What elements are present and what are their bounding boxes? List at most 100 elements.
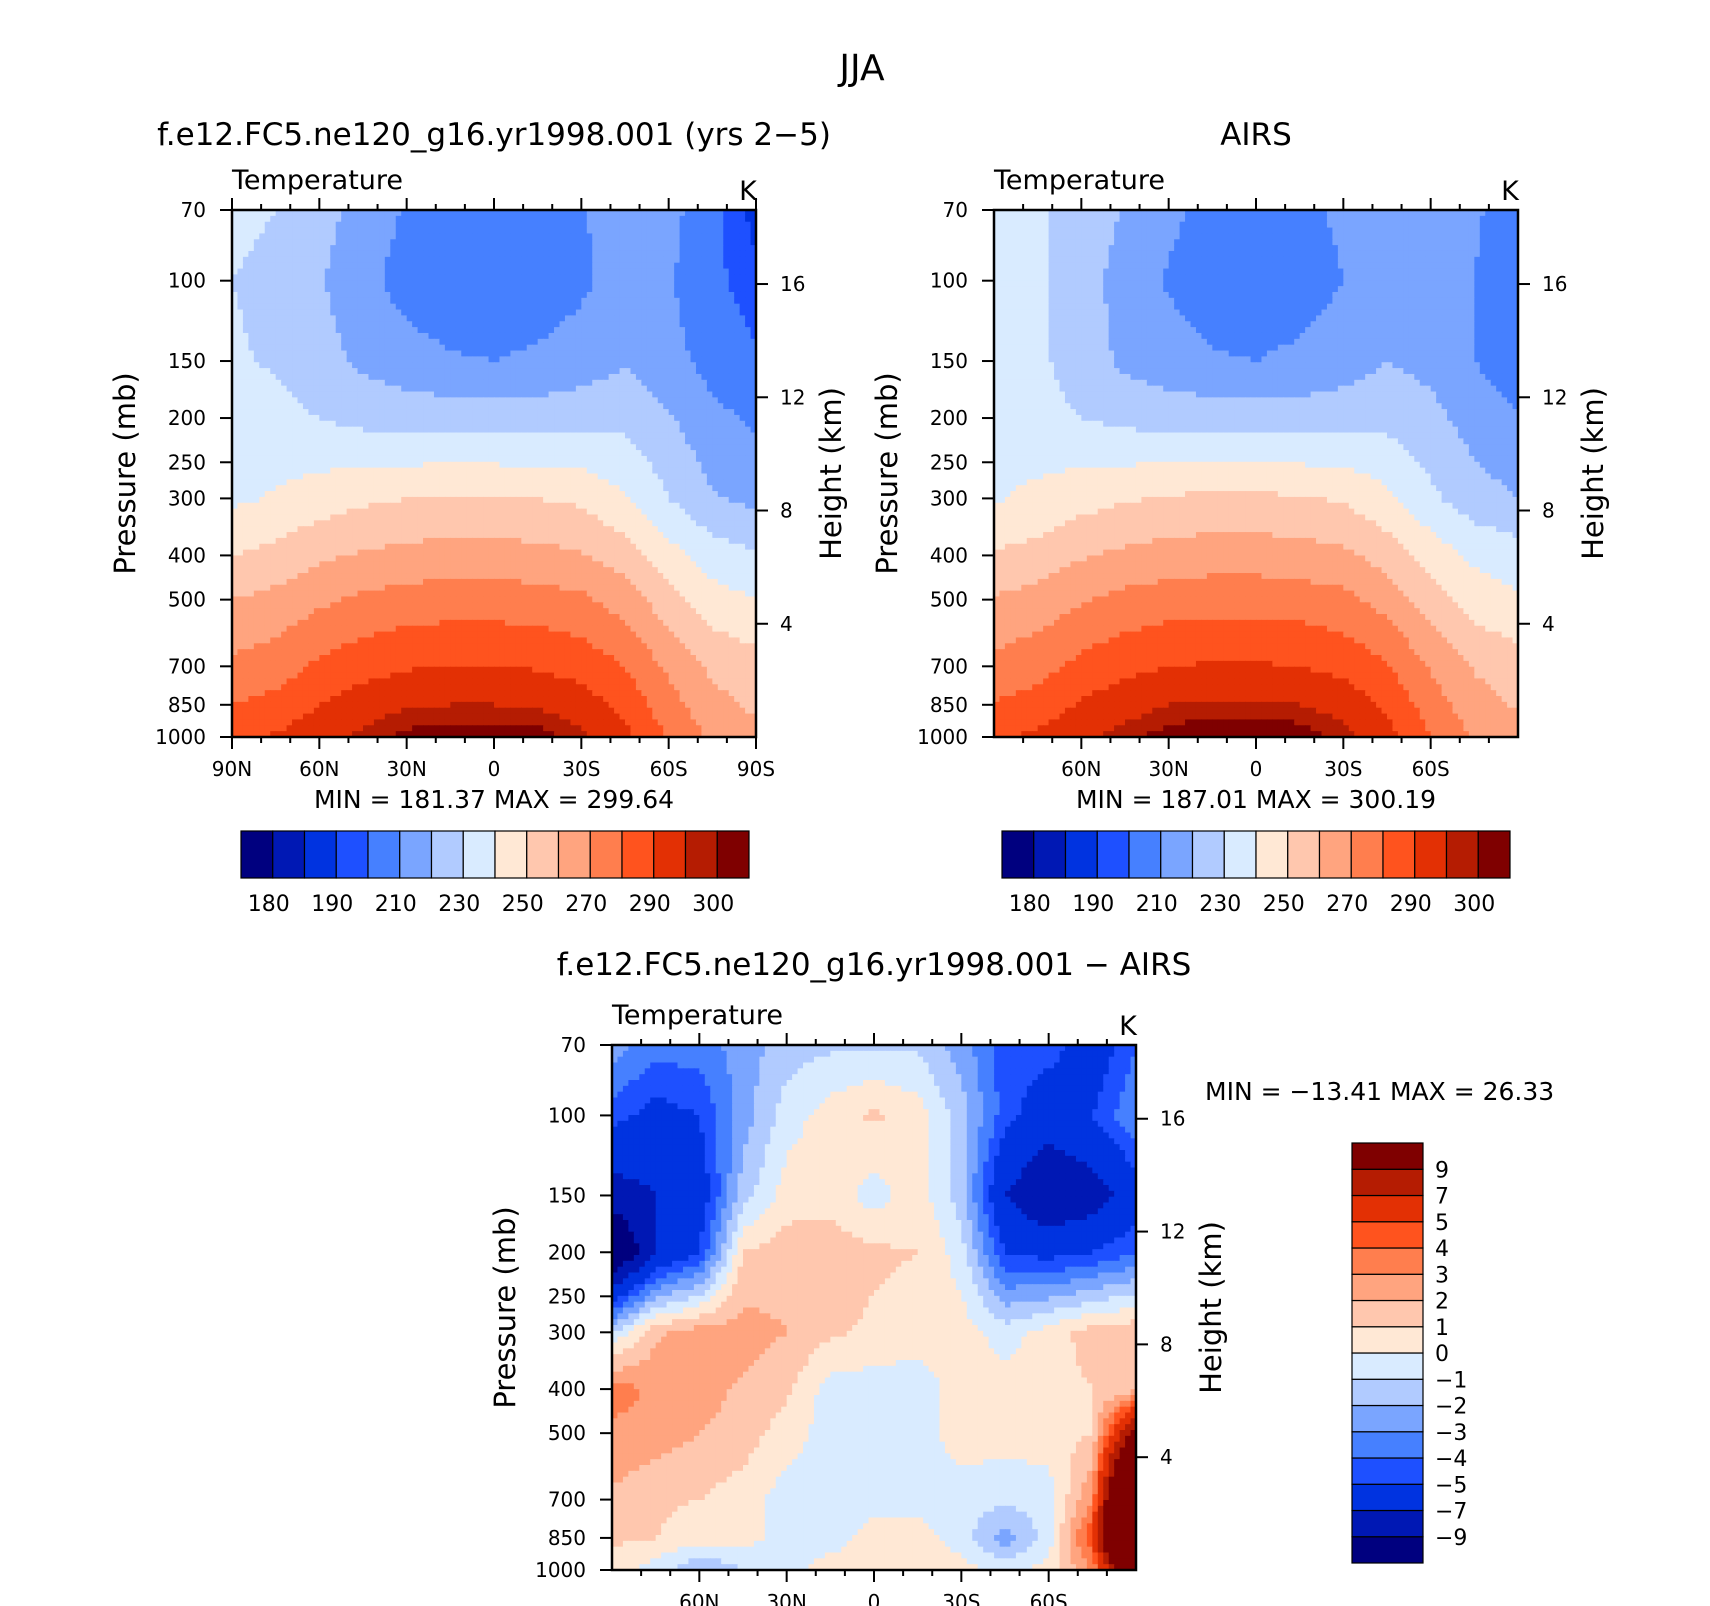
contour-cell (488, 297, 495, 305)
contour-cell (548, 268, 555, 276)
contour-cell (619, 286, 626, 293)
contour-cell (728, 250, 735, 258)
contour-cell (346, 321, 353, 328)
contour-cell (253, 332, 260, 340)
contour-cell (395, 280, 402, 287)
contour-cell (248, 502, 255, 510)
contour-cell (450, 303, 457, 311)
contour-cell (717, 491, 724, 498)
contour-cell (663, 256, 670, 264)
contour-cell (625, 362, 632, 369)
contour-cell (630, 227, 637, 235)
contour-cell (712, 280, 719, 287)
contour-cell (499, 391, 506, 398)
contour-cell (646, 420, 653, 428)
contour-cell (281, 397, 288, 404)
contour-cell (559, 221, 566, 229)
contour-cell (395, 362, 402, 369)
contour-cell (728, 350, 735, 357)
contour-cell (499, 485, 506, 492)
contour-cell (439, 426, 446, 434)
contour-cell (379, 262, 386, 270)
contour-cell (564, 403, 572, 410)
contour-cell (559, 397, 566, 404)
contour-cell (515, 356, 522, 363)
contour-cell (439, 327, 446, 334)
contour-cell (335, 461, 342, 469)
contour-cell (690, 221, 697, 229)
contour-cell (455, 350, 462, 357)
contour-cell (652, 262, 659, 270)
contour-cell (483, 315, 490, 322)
contour-cell (657, 397, 664, 404)
contour-cell (433, 379, 441, 387)
contour-cell (253, 274, 260, 281)
contour-cell (521, 309, 528, 316)
contour-cell (745, 239, 752, 246)
contour-cell (494, 473, 501, 480)
contour-cell (281, 432, 288, 439)
contour-cell (494, 274, 501, 281)
contour-cell (368, 274, 375, 281)
contour-cell (368, 245, 375, 252)
contour-cell (526, 368, 533, 375)
contour-cell (537, 262, 544, 270)
contour-cell (625, 338, 632, 346)
contour-cell (685, 303, 692, 311)
contour-cell (412, 245, 419, 252)
contour-cell (734, 508, 741, 516)
contour-cell (363, 233, 370, 240)
contour-cell (401, 385, 408, 393)
contour-cell (264, 502, 271, 510)
contour-cell (504, 256, 511, 264)
contour-cell (663, 473, 670, 480)
contour-cell (690, 479, 697, 486)
contour-cell (363, 315, 370, 322)
contour-cell (423, 210, 430, 217)
contour-cell (554, 467, 561, 475)
contour-cell (701, 461, 708, 469)
contour-cell (515, 262, 522, 270)
contour-cell (330, 315, 337, 322)
contour-cell (554, 403, 561, 410)
contour-cell (548, 332, 555, 340)
contour-cell (701, 403, 708, 410)
contour-cell (728, 391, 735, 398)
contour-cell (461, 344, 468, 352)
contour-cell (630, 491, 637, 498)
contour-cell (504, 368, 511, 375)
contour-cell (663, 379, 670, 387)
contour-cell (635, 479, 642, 486)
contour-cell (313, 391, 320, 398)
contour-cell (597, 291, 604, 299)
contour-cell (581, 221, 588, 229)
contour-cell (335, 496, 342, 504)
contour-cell (395, 338, 402, 346)
contour-cell (706, 268, 713, 276)
contour-cell (745, 473, 752, 480)
contour-cell (330, 280, 337, 287)
contour-cell (641, 309, 648, 316)
contour-cell (373, 385, 380, 393)
contour-cell (472, 250, 479, 258)
contour-cell (554, 250, 561, 258)
contour-cell (324, 280, 331, 287)
contour-cell (745, 274, 752, 281)
contour-cell (259, 297, 266, 305)
contour-cell (483, 274, 490, 281)
contour-cell (319, 444, 326, 451)
contour-cell (499, 414, 506, 422)
contour-cell (728, 491, 735, 498)
contour-cell (570, 315, 577, 322)
contour-cell (450, 227, 457, 235)
contour-cell (417, 467, 424, 475)
contour-cell (270, 467, 277, 475)
contour-cell (537, 485, 544, 492)
contour-cell (483, 210, 490, 217)
contour-cell (608, 332, 615, 340)
contour-cell (319, 245, 326, 252)
contour-cell (537, 444, 544, 451)
contour-cell (264, 467, 271, 475)
contour-cell (728, 215, 735, 223)
contour-cell (570, 502, 577, 510)
